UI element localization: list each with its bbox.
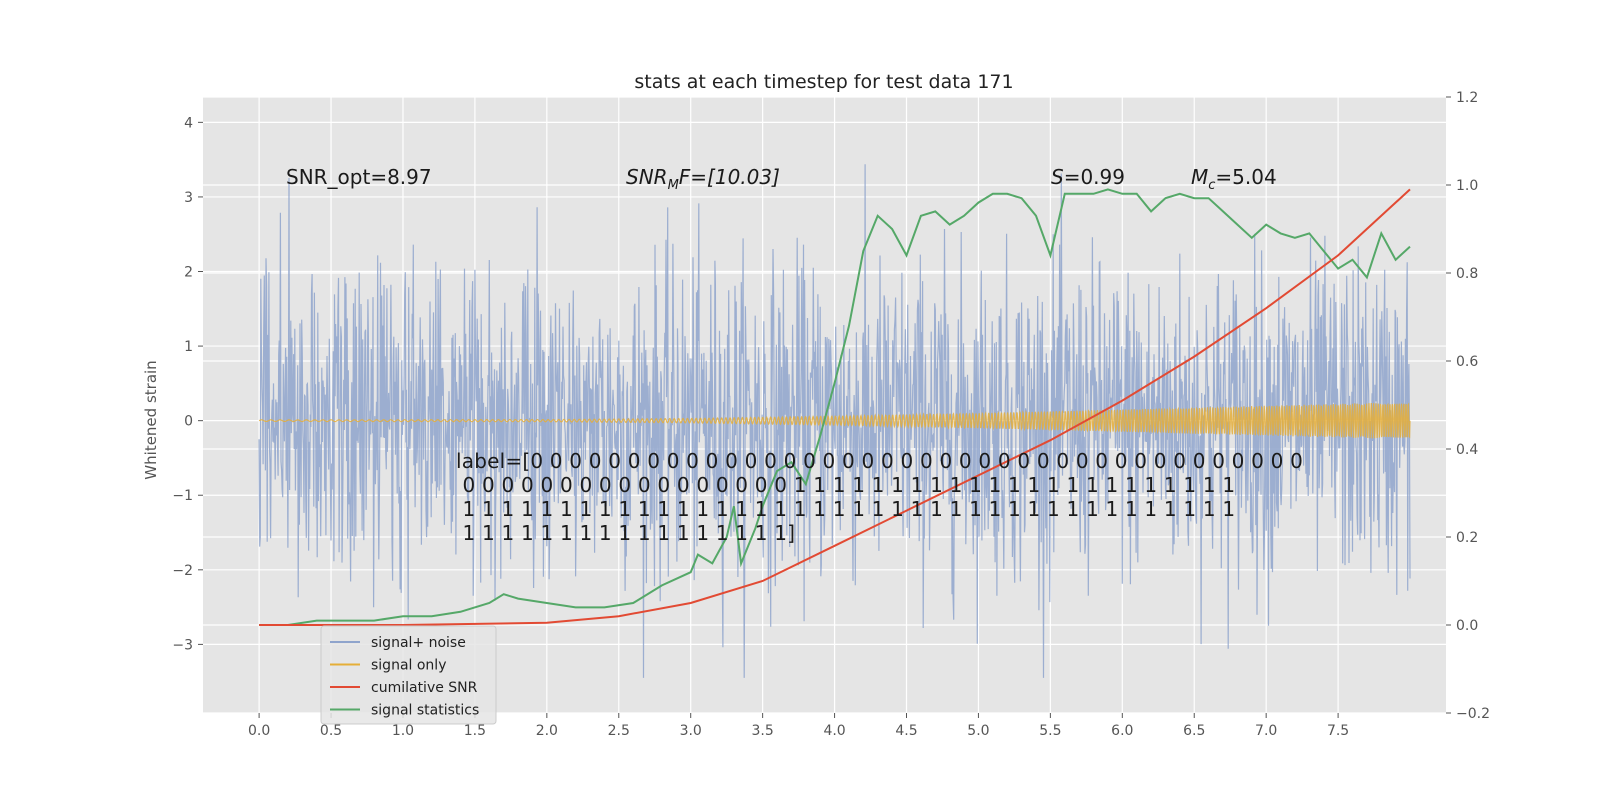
annotation-mc-main: M xyxy=(1191,165,1208,189)
annotation-mc-rest: =5.04 xyxy=(1215,165,1276,189)
annotation-snr-opt: SNR_opt=8.97 xyxy=(286,165,432,189)
x-tick-label-6: 3.0 xyxy=(680,723,702,739)
x-tick-label-9: 4.5 xyxy=(895,723,917,739)
annotation-label: label=[0 0 0 0 0 0 0 0 0 0 0 0 0 0 0 0 0… xyxy=(456,449,1303,545)
x-axis: 0.0 0.5 1.0 1.5 2.0 2.5 3.0 3.5 4.0 4.5 5.0 5.5 6.0 6… xyxy=(248,713,1349,739)
y2-tick-label-7: 1.2 xyxy=(1456,90,1478,106)
label-line-2: 0 0 0 0 0 0 0 0 0 0 0 0 0 0 0 0 0 1 1 1 … xyxy=(456,473,1235,497)
y2-tick-label-5: 0.8 xyxy=(1456,266,1478,282)
x-tick-label-0: 0.0 xyxy=(248,723,270,739)
x-tick-label-11: 5.5 xyxy=(1039,723,1061,739)
x-tick-label-3: 1.5 xyxy=(464,723,486,739)
y-axis-left: −3 −2 −1 0 1 2 3 4 xyxy=(172,115,203,653)
signal-line xyxy=(258,402,1411,439)
x-tick-label-5: 2.5 xyxy=(608,723,630,739)
x-tick-label-7: 3.5 xyxy=(752,723,774,739)
y2-tick-label-2: 0.2 xyxy=(1456,530,1478,546)
annotation-snr-mf-main: SNR xyxy=(626,165,668,189)
annotation-snr-mf-sub: M xyxy=(668,178,679,193)
x-tick-label-15: 7.5 xyxy=(1327,723,1349,739)
y-tick-label-4: 1 xyxy=(184,339,193,355)
y-axis-right: −0.2 0.0 0.2 0.4 0.6 0.8 1.0 1.2 xyxy=(1446,90,1490,722)
x-tick-label-8: 4.0 xyxy=(823,723,845,739)
x-tick-label-4: 2.0 xyxy=(536,723,558,739)
legend-label-1: signal only xyxy=(371,658,446,674)
legend-label-2: cumilative SNR xyxy=(371,680,478,696)
x-tick-label-2: 1.0 xyxy=(392,723,414,739)
y2-tick-label-4: 0.6 xyxy=(1456,354,1478,370)
legend-label-3: signal statistics xyxy=(371,703,479,719)
legend: signal+ noise signal only cumilative SNR si… xyxy=(320,625,497,725)
y-axis-label: Whitened strain xyxy=(142,360,160,479)
annotation-s-rest: =0.99 xyxy=(1064,165,1125,189)
stats-line xyxy=(259,188,1411,626)
x-tick-label-10: 5.0 xyxy=(967,723,989,739)
y2-tick-label-6: 1.0 xyxy=(1456,178,1478,194)
y-tick-label-2: −1 xyxy=(172,488,193,504)
legend-box xyxy=(320,625,497,725)
series-signal-statistics xyxy=(259,188,1411,626)
y-tick-label-7: 4 xyxy=(184,115,193,131)
series-signal-only xyxy=(258,402,1411,439)
snr-line xyxy=(259,188,1411,626)
y-tick-label-1: −2 xyxy=(172,563,193,579)
series-cumulative-snr xyxy=(259,188,1411,626)
x-tick-label-14: 7.0 xyxy=(1255,723,1277,739)
y2-tick-label-3: 0.4 xyxy=(1456,442,1478,458)
label-line-3: 1 1 1 1 1 1 1 1 1 1 1 1 1 1 1 1 1 1 1 1 … xyxy=(456,497,1235,521)
noise-line xyxy=(258,164,1411,678)
y-tick-label-0: −3 xyxy=(172,637,193,653)
x-tick-label-1: 0.5 xyxy=(320,723,342,739)
y-tick-label-3: 0 xyxy=(184,414,193,430)
y2-tick-label-1: 0.0 xyxy=(1456,618,1478,634)
series-signal-noise xyxy=(258,164,1411,678)
x-tick-label-12: 6.0 xyxy=(1111,723,1133,739)
y-tick-label-5: 2 xyxy=(184,265,193,281)
annotation-snr-mf-rest: F=[10.03] xyxy=(679,165,780,189)
annotation-mc: Mc=5.04 xyxy=(1191,165,1277,193)
y2-tick-label-0: −0.2 xyxy=(1456,706,1490,722)
y-tick-label-6: 3 xyxy=(184,190,193,206)
annotation-mc-sub: c xyxy=(1208,178,1215,193)
label-line-1: label=[0 0 0 0 0 0 0 0 0 0 0 0 0 0 0 0 0… xyxy=(456,449,1303,473)
label-line-4: 1 1 1 1 1 1 1 1 1 1 1 1 1 1 1 1 1] xyxy=(456,521,795,545)
annotation-s-main: S xyxy=(1051,165,1064,189)
annotation-snr-mf: SNRMF=[10.03] xyxy=(626,165,780,193)
annotation-s: S=0.99 xyxy=(1051,165,1125,189)
legend-label-0: signal+ noise xyxy=(371,635,466,651)
x-tick-label-13: 6.5 xyxy=(1183,723,1205,739)
chart-title: stats at each timestep for test data 171 xyxy=(634,71,1013,93)
